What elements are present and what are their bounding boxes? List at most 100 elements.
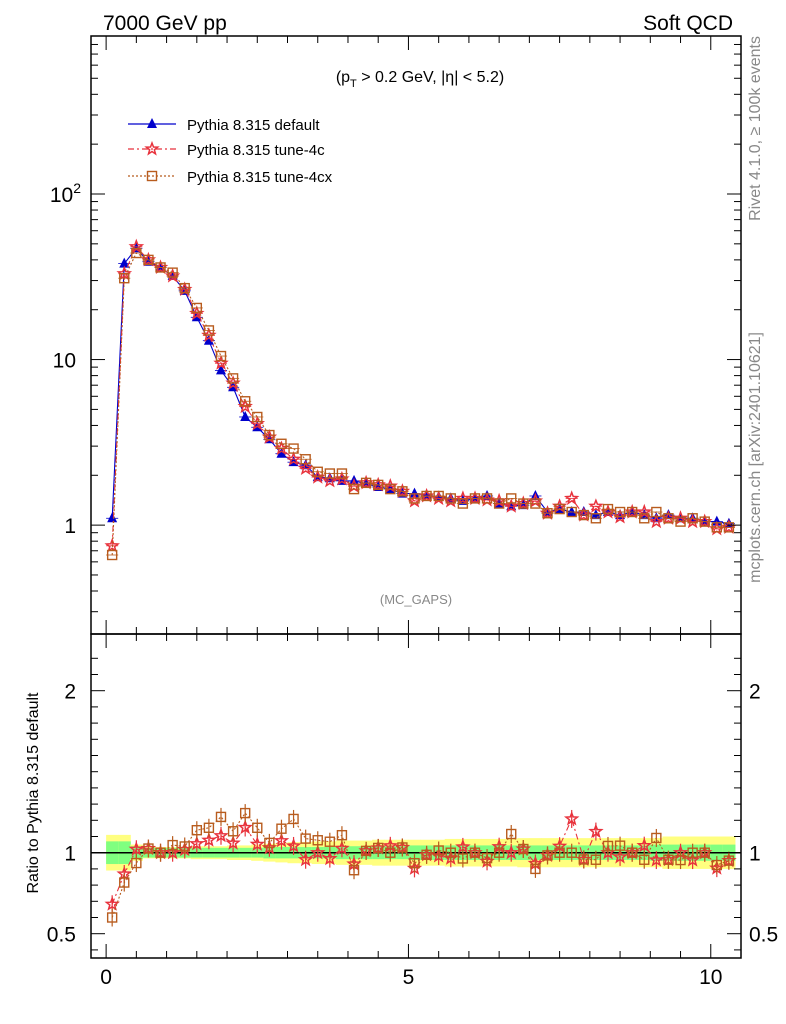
data-point: [215, 350, 227, 362]
legend-label-default: Pythia 8.315 default: [187, 117, 320, 134]
series-line: [111, 245, 729, 546]
ratio-point: [128, 841, 145, 856]
axes-frame: [90, 35, 742, 959]
ratio-point: [239, 807, 251, 819]
data-point: [288, 443, 299, 454]
legend-marker: [144, 140, 160, 156]
ratio-point: [455, 838, 471, 854]
ratio-point: [433, 845, 444, 856]
axis-ticks: 0 5 10 1 10 102 0.5 0.5 1 1 2 2: [47, 35, 778, 989]
legend-marker: [146, 170, 158, 182]
data-point: [663, 513, 674, 524]
data-point: [213, 355, 229, 370]
ratio-point: [225, 835, 241, 850]
ratio-point: [612, 848, 628, 864]
data-point: [566, 506, 577, 517]
data-point: [481, 493, 493, 504]
ratio-point: [506, 828, 517, 840]
data-point: [106, 549, 118, 561]
x-tick-label: 0: [100, 966, 112, 989]
ratio-point: [518, 843, 529, 855]
data-point: [711, 522, 723, 533]
ratio-point: [469, 847, 481, 858]
ratio-series-tune-4cx: [106, 804, 735, 927]
legend-symbol-tune-4cx: [128, 170, 176, 182]
ratio-point: [663, 854, 674, 865]
ratio-point: [215, 811, 227, 823]
data-point: [493, 498, 505, 509]
ratio-point: [651, 832, 662, 844]
data-point: [143, 254, 154, 266]
data-point: [312, 466, 323, 477]
ratio-tick-label-right: 1: [749, 843, 761, 866]
data-point: [191, 302, 203, 314]
data-point: [636, 503, 653, 519]
ratio-point: [167, 839, 178, 851]
legend-symbol-default: [128, 118, 176, 128]
data-point: [203, 334, 214, 345]
ratio-point: [143, 843, 154, 854]
ratio-point: [648, 851, 665, 867]
ratio-point: [481, 852, 493, 864]
legend-symbol-tune-4c: [128, 140, 176, 156]
ratio-point: [636, 837, 653, 853]
data-point: [409, 487, 420, 498]
ratio-point: [273, 832, 290, 848]
ratio-point: [554, 847, 565, 858]
ratio-point: [191, 825, 203, 836]
ratio-point: [687, 847, 698, 858]
ratio-point: [203, 822, 215, 833]
ratio-tick-label: 0.5: [47, 924, 76, 947]
ratio-point: [373, 842, 384, 854]
data-point: [602, 503, 614, 515]
header-left: 7000 GeV pp: [103, 12, 227, 35]
data-point: [469, 493, 481, 504]
data-point: [324, 472, 335, 483]
data-point: [324, 468, 336, 479]
data-point: [542, 508, 553, 519]
data-point: [506, 493, 517, 504]
ratio-point: [300, 833, 311, 844]
data-point: [252, 411, 263, 423]
legend-label-tune-4c: Pythia 8.315 tune-4c: [187, 142, 325, 159]
ratio-point: [249, 836, 266, 851]
ratio-point: [699, 847, 710, 858]
series-default: [106, 242, 735, 528]
data-point: [590, 513, 602, 524]
data-point: [119, 273, 130, 284]
ratio-point: [614, 840, 626, 851]
data-point: [648, 513, 665, 529]
ratio-point: [237, 819, 253, 835]
ratio-point: [227, 826, 239, 837]
series-line: [111, 247, 729, 525]
data-point: [285, 450, 302, 466]
data-point: [276, 447, 287, 458]
data-point: [503, 498, 519, 513]
ratio-point: [155, 847, 166, 858]
data-point: [563, 490, 580, 506]
series-tune-4c: [104, 238, 737, 553]
data-point: [203, 325, 215, 336]
ratio-tick-label-right: 2: [749, 681, 761, 704]
ratio-point: [324, 836, 336, 847]
data-point: [687, 513, 698, 524]
data-point: [297, 460, 314, 476]
data-point: [433, 490, 444, 502]
ratio-point: [189, 835, 205, 851]
data-point: [116, 265, 133, 281]
data-point: [131, 247, 142, 259]
data-point: [554, 503, 565, 515]
ratio-point: [336, 829, 348, 841]
ratio-point: [639, 854, 650, 865]
legend-marker: [147, 118, 157, 128]
ratio-point: [397, 842, 408, 853]
ratio-tick-label: 2: [64, 681, 76, 704]
ratio-point: [493, 847, 505, 858]
data-point: [675, 516, 686, 527]
ratio-point: [421, 849, 432, 861]
data-point: [336, 468, 348, 479]
data-point: [639, 513, 650, 524]
x-tick-label: 5: [403, 966, 415, 989]
y-tick-label: 1: [64, 515, 76, 538]
